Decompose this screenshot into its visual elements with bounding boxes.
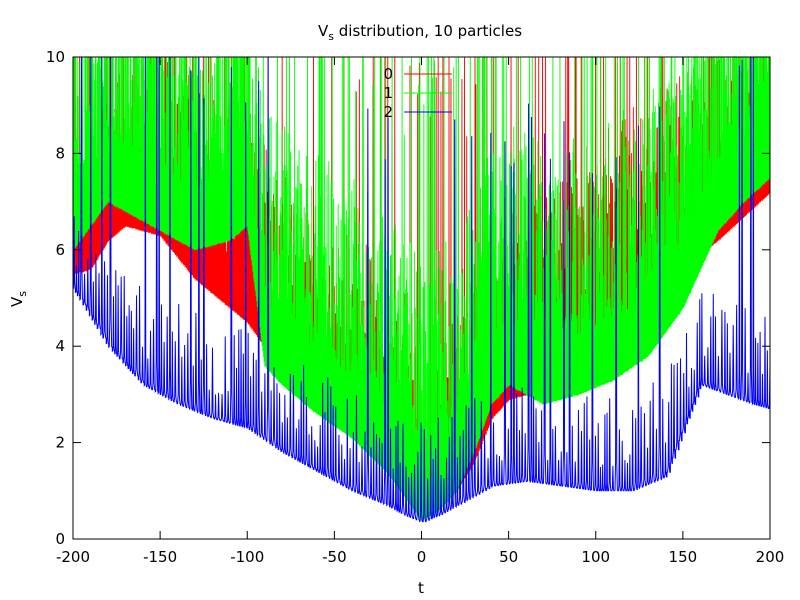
y-tick-label: 0 [55, 530, 65, 548]
y-tick-label: 4 [55, 337, 65, 355]
x-tick-label: -150 [143, 548, 177, 566]
y-tick-label: 10 [46, 48, 65, 66]
ylabel-main: V [8, 296, 26, 307]
title-subscript: s [328, 30, 334, 43]
y-tick-label: 6 [55, 241, 65, 259]
y-axis-label: Vs [8, 291, 29, 307]
x-tick-label: -50 [322, 548, 347, 566]
ylabel-subscript: s [16, 291, 29, 297]
x-tick-label: 100 [581, 548, 610, 566]
title-rest: distribution, 10 particles [334, 22, 522, 40]
x-tick-label: 150 [669, 548, 698, 566]
x-axis-label: t [418, 579, 424, 597]
series-line-2 [73, 57, 770, 523]
chart-title: Vs distribution, 10 particles [318, 22, 522, 43]
x-tick-label: 200 [756, 548, 785, 566]
x-tick-label: 0 [417, 548, 427, 566]
x-tick-label: -100 [230, 548, 264, 566]
legend-label-1: 1 [383, 84, 393, 102]
series-line-1 [73, 57, 770, 521]
title-main: V [318, 22, 329, 40]
legend: 012 [383, 65, 452, 121]
series-layer [73, 57, 770, 523]
x-tick-label: 50 [499, 548, 518, 566]
y-tick-label: 2 [55, 434, 65, 452]
x-ticks: -200 -150 -100 -50 0 50 100 150 200 [56, 57, 784, 566]
x-tick-label: -200 [56, 548, 90, 566]
y-tick-label: 8 [55, 144, 65, 162]
legend-label-0: 0 [383, 65, 393, 83]
legend-label-2: 2 [383, 103, 393, 121]
